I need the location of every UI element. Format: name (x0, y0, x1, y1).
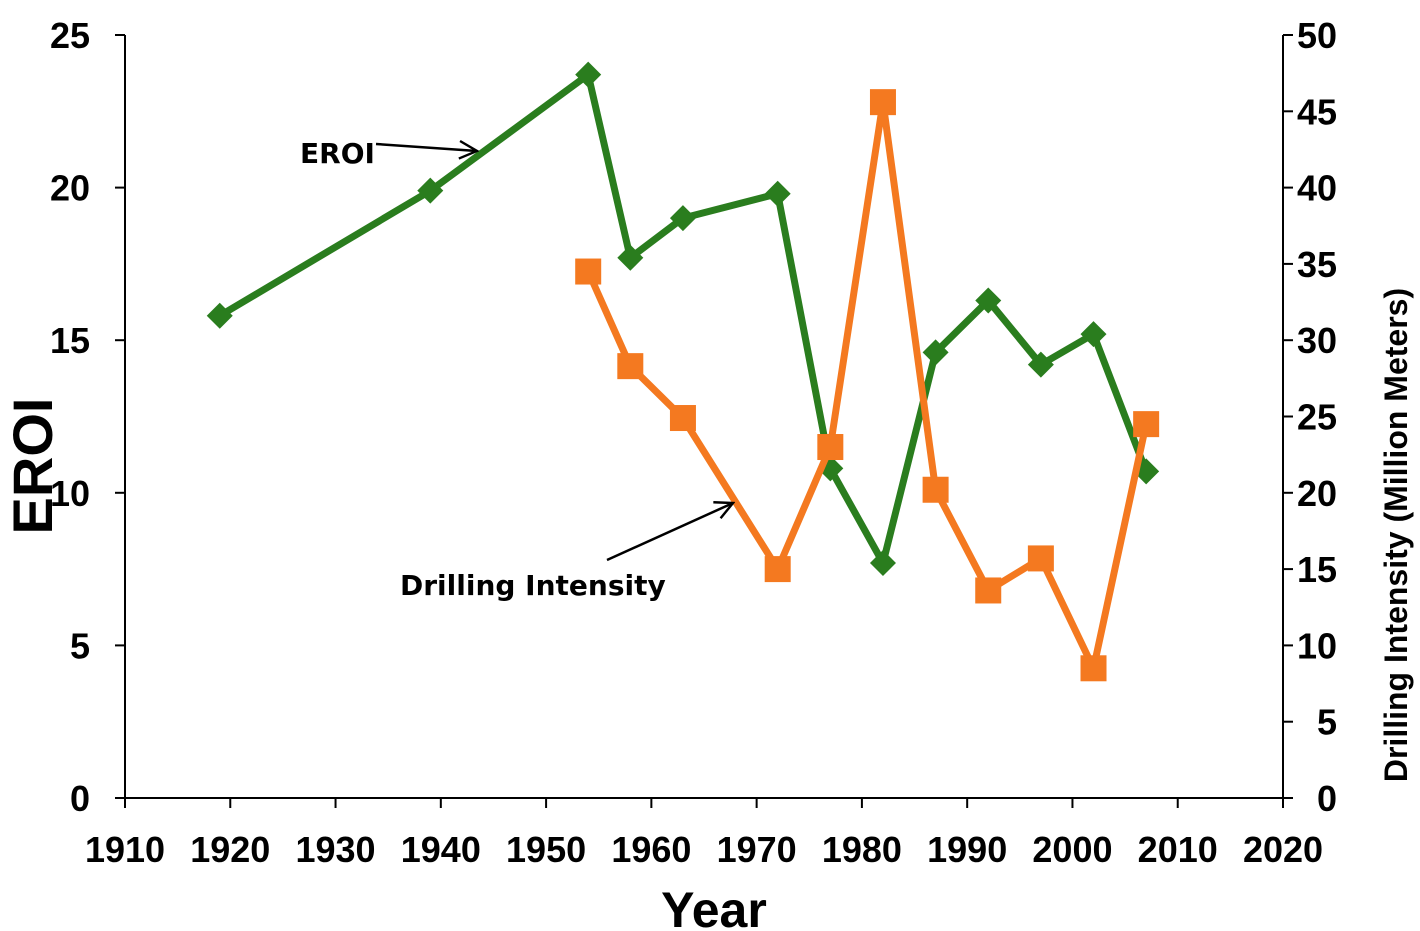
series-drilling-intensity (575, 89, 1160, 682)
y2-tick-label: 15 (1297, 549, 1337, 590)
y-tick-label: 0 (70, 778, 90, 819)
x-tick-label: 1930 (295, 829, 375, 870)
y2-tick-label: 35 (1297, 244, 1337, 285)
y2-tick-label: 45 (1297, 91, 1337, 132)
ticks: 1910 1920 1930 1940 1950 1960 1970 1980 1990 2000… (50, 15, 1337, 870)
y2-tick-label: 10 (1297, 625, 1337, 666)
x-tick-label: 1920 (190, 829, 270, 870)
x-tick-label: 1960 (611, 829, 691, 870)
x-tick-label: 1980 (822, 829, 902, 870)
x-tick-label: 2000 (1032, 829, 1112, 870)
eroi-point (975, 287, 1002, 314)
eroi-point (1080, 321, 1107, 348)
eroi-point (869, 549, 896, 576)
x-tick-label: 1990 (927, 829, 1007, 870)
drilling-intensity-point (975, 577, 1002, 604)
y-tick-label: 20 (50, 168, 90, 209)
x-tick-label: 2020 (1243, 829, 1323, 870)
eroi-point (1027, 351, 1054, 378)
x-tick-label: 1950 (506, 829, 586, 870)
eroi-point (922, 339, 949, 366)
y2-axis-title: Drilling Intensity (Million Meters) (1378, 288, 1414, 782)
x-axis-title: Year (661, 882, 767, 931)
x-tick-label: 2010 (1138, 829, 1218, 870)
series-layer (206, 61, 1160, 682)
drilling-intensity-point (817, 434, 844, 461)
y2-tick-label: 30 (1297, 320, 1337, 361)
y2-tick-label: 20 (1297, 473, 1337, 514)
x-tick-label: 1910 (85, 829, 165, 870)
y2-tick-label: 50 (1297, 15, 1337, 56)
drilling-annotation-arrow (606, 503, 733, 562)
y-tick-label: 10 (50, 473, 90, 514)
y2-tick-label: 0 (1317, 778, 1337, 819)
y-tick-label: 25 (50, 15, 90, 56)
eroi-annotation-arrow (375, 144, 477, 151)
y-axis-title: EROI (1, 398, 64, 535)
drilling-intensity-point (764, 556, 791, 583)
drilling-intensity-point (1080, 655, 1107, 682)
drilling-intensity-line (585, 98, 1150, 672)
eroi-point (417, 177, 444, 204)
y2-tick-label: 40 (1297, 168, 1337, 209)
eroi-point (764, 180, 791, 207)
drilling-intensity-point (922, 476, 949, 503)
drilling-intensity-point (575, 258, 602, 285)
x-tick-label: 1940 (401, 829, 481, 870)
y-tick-label: 5 (70, 625, 90, 666)
eroi-point (206, 302, 233, 329)
eroi-point (617, 244, 644, 271)
drilling-intensity-point (1027, 545, 1054, 572)
eroi-annotation-label: EROI (300, 137, 375, 170)
annotations: EROI Drilling Intensity (300, 137, 733, 602)
drilling-intensity-point (617, 353, 644, 380)
series-eroi (206, 61, 1160, 576)
y2-tick-label: 25 (1297, 397, 1337, 438)
drilling-intensity-point (669, 405, 696, 432)
drilling-annotation-label: Drilling Intensity (400, 569, 666, 602)
drilling-intensity-point (1133, 411, 1160, 438)
axes (124, 35, 1284, 799)
drilling-intensity-point (869, 89, 896, 116)
x-tick-label: 1970 (717, 829, 797, 870)
eroi-point (669, 205, 696, 232)
y-tick-label: 15 (50, 320, 90, 361)
eroi-point (575, 61, 602, 88)
y2-tick-label: 5 (1317, 702, 1337, 743)
